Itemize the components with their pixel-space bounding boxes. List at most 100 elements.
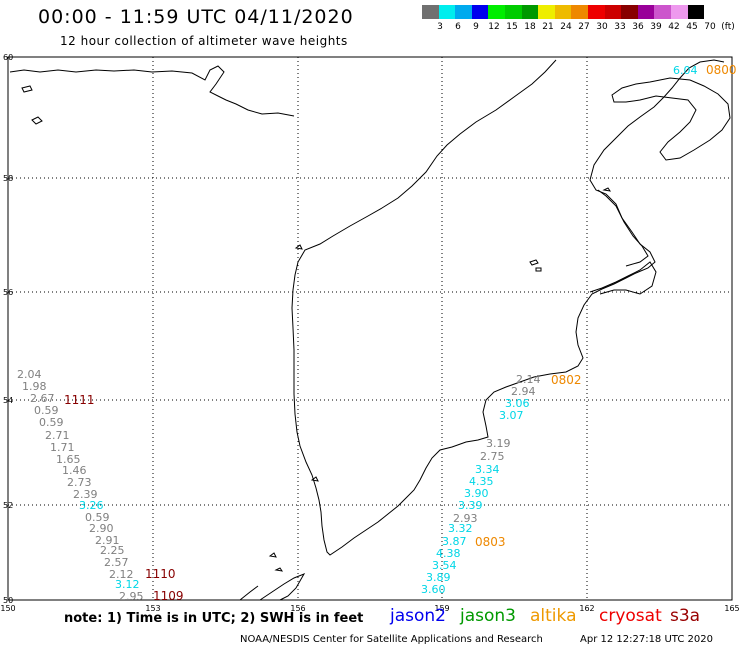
legend-swatch [654,5,671,19]
legend-swatch [422,5,439,19]
swh-value: 2.73 [67,476,92,489]
swh-value: 2.75 [480,450,505,463]
lon-label: 150 [0,604,15,613]
swh-value: 0.59 [39,416,64,429]
swh-value: 2.25 [100,544,125,557]
legend-label: 21 [542,22,554,32]
legend-label: 39 [650,22,662,32]
legend-swatch [670,5,688,19]
swh-value: 3.39 [458,499,483,512]
longitude-labels: 150 153 156 159 162 165 [0,604,739,613]
swh-value: 2.39 [73,488,98,501]
lon-label: 159 [434,604,449,613]
generated-timestamp: Apr 12 12:27:18 UTC 2020 [580,634,713,645]
latitude-labels: 60 58 56 54 52 50 [3,53,13,605]
page-title: 00:00 - 11:59 UTC 04/11/2020 [38,6,354,28]
mission-s3a: s3a [670,606,701,626]
legend-label: 33 [614,22,626,32]
swh-value: 3.60 [421,583,446,596]
swh-value: 1.65 [56,453,81,466]
pass-time: 0802 [551,373,582,387]
swh-value: 3.89 [426,571,451,584]
legend-label: 18 [524,22,536,32]
legend-label: 42 [668,22,680,32]
legend-label: 70 [704,22,716,32]
legend-label: 36 [632,22,644,32]
pass-time: 0800 [706,63,737,77]
color-legend-bar [422,5,705,19]
graticule [8,57,732,600]
mission-cryosat: cryosat [599,606,662,626]
legend-swatch [621,5,638,19]
swh-value: 2.14 [516,373,541,386]
legend-swatch [488,5,505,19]
legend-label: 15 [506,22,518,32]
legend-swatch [587,5,605,19]
legend-swatch [471,5,489,19]
swh-value: 2.04 [17,368,42,381]
swh-value: 3.26 [79,499,104,512]
legend-swatch [538,5,555,19]
swh-value: 3.07 [499,409,524,422]
legend-swatch [521,5,539,19]
swh-value: 1.98 [22,380,47,393]
legend-label: 30 [596,22,608,32]
lat-label: 60 [3,53,13,62]
lat-label: 54 [3,396,13,405]
footer-note: note: 1) Time is in UTC; 2) SWH is in fe… [64,611,364,626]
mission-altika: altika [530,606,577,626]
lat-label: 56 [3,288,13,297]
swh-observations: 2.041.982.670.590.592.711.711.651.462.73… [17,64,698,603]
swh-value: 2.71 [45,429,70,442]
swh-value: 3.19 [486,437,511,450]
swh-value: 3.54 [432,559,457,572]
mission-jason2: jason2 [390,606,446,626]
lon-label: 153 [145,604,160,613]
small-islands [21,85,612,572]
page-subtitle: 12 hour collection of altimeter wave hei… [60,34,348,48]
swh-value: 2.90 [89,522,114,535]
lon-label: 162 [579,604,594,613]
lat-label: 50 [3,596,13,605]
swh-value: 2.12 [109,568,134,581]
legend-label: 3 [437,22,443,32]
swh-value: 2.91 [95,534,120,547]
pass-time: 0803 [475,535,506,549]
swh-value: 6.04 [673,64,698,77]
swh-value: 3.32 [448,522,473,535]
swh-value: 4.38 [436,547,461,560]
legend-label: 12 [488,22,500,32]
swh-value: 2.93 [453,512,478,525]
legend-label: 27 [578,22,590,32]
swh-value: 1.46 [62,464,87,477]
legend-swatch [455,5,472,19]
legend-label: 45 [686,22,698,32]
legend-label: 6 [455,22,461,32]
legend-label: 9 [473,22,479,32]
pass-time: 1109 [153,589,184,603]
lon-label: 156 [290,604,305,613]
pass-time: 1111 [64,393,95,407]
swh-value: 0.59 [85,511,110,524]
swh-value: 3.87 [442,535,467,548]
swh-value: 2.57 [104,556,129,569]
map-frame [7,56,733,601]
swh-value: 0.59 [34,404,59,417]
pass-time: 1110 [145,567,176,581]
legend-label: (ft) [721,22,735,32]
swh-value: 3.90 [464,487,489,500]
legend-swatch [438,5,456,19]
legend-swatch [604,5,622,19]
lat-label: 58 [3,174,13,183]
legend-swatch [504,5,522,19]
legend-swatch [554,5,572,19]
lat-label: 52 [3,501,13,510]
swh-value: 2.94 [511,385,536,398]
credit-line: NOAA/NESDIS Center for Satellite Applica… [240,634,543,645]
legend-swatch [687,5,705,19]
mission-jason3: jason3 [460,606,516,626]
swh-value: 2.67 [30,392,55,405]
pass-time-labels: 1111 1110 1109 0802 0803 0800 [64,63,737,603]
legend-swatch [571,5,588,19]
swh-value: 3.12 [115,578,140,591]
